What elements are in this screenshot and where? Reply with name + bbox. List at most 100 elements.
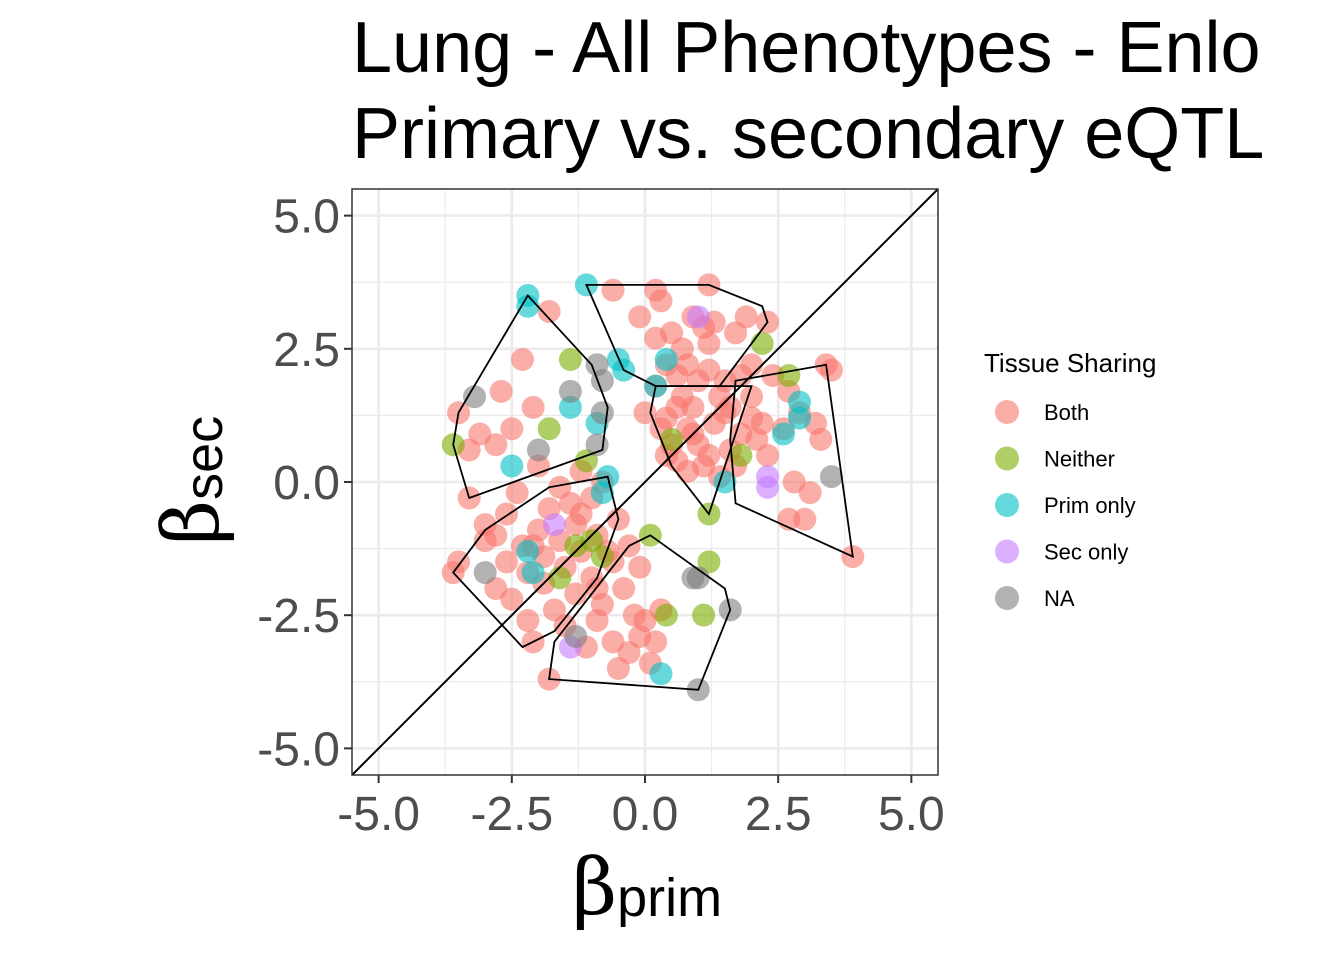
point-both xyxy=(473,529,497,553)
hull-polygon xyxy=(649,385,753,516)
legend-key-prim-only xyxy=(995,493,1019,517)
point-both xyxy=(692,454,716,478)
point-both xyxy=(697,331,721,355)
point-both xyxy=(633,609,657,633)
point-both xyxy=(809,427,833,451)
y-axis-title: βsec xyxy=(147,416,237,545)
point-prim-only xyxy=(516,294,540,318)
legend-label: NA xyxy=(1044,586,1075,611)
point-both xyxy=(644,630,668,654)
point-both xyxy=(564,582,588,606)
point-both xyxy=(537,300,561,324)
point-both xyxy=(484,433,508,457)
point-na xyxy=(463,385,487,409)
point-na xyxy=(558,379,582,403)
point-neither xyxy=(590,545,614,569)
point-both xyxy=(750,411,774,435)
point-both xyxy=(644,326,668,350)
point-both xyxy=(718,395,742,419)
point-both xyxy=(489,379,513,403)
point-na xyxy=(590,369,614,393)
point-both xyxy=(500,587,524,611)
point-neither xyxy=(729,443,753,467)
y-axis-subscript: sec xyxy=(174,416,234,500)
x-tick-label: 2.5 xyxy=(745,788,812,841)
y-axis-symbol: β xyxy=(147,500,237,545)
x-axis-title: βprim xyxy=(572,843,722,933)
x-tick-label: 0.0 xyxy=(612,788,679,841)
point-prim-only xyxy=(787,390,811,414)
point-both xyxy=(628,555,652,579)
point-sec-only xyxy=(756,475,780,499)
y-tick-label: 2.5 xyxy=(273,324,340,377)
legend-label: Prim only xyxy=(1044,493,1136,518)
point-neither xyxy=(692,603,716,627)
x-tick-label: -5.0 xyxy=(337,788,420,841)
point-na xyxy=(564,624,588,648)
point-na xyxy=(590,401,614,425)
x-tick-label: 5.0 xyxy=(878,788,945,841)
x-tick-label: -2.5 xyxy=(470,788,553,841)
point-both xyxy=(798,481,822,505)
point-prim-only xyxy=(649,662,673,686)
legend-label: Both xyxy=(1044,400,1089,425)
point-prim-only xyxy=(516,539,540,563)
point-neither xyxy=(558,347,582,371)
point-both xyxy=(649,289,673,313)
point-both xyxy=(612,577,636,601)
legend-key-neither xyxy=(995,446,1019,471)
chart-title-line-2: Primary vs. secondary eQTL xyxy=(352,94,1264,174)
point-both xyxy=(521,395,545,419)
legend-label: Sec only xyxy=(1044,540,1128,565)
point-both xyxy=(756,443,780,467)
point-prim-only xyxy=(787,406,811,430)
legend: Tissue Sharing Both Neither Prim only Sec o… xyxy=(984,348,1156,611)
point-neither xyxy=(777,363,801,387)
point-neither xyxy=(654,603,678,627)
point-prim-only xyxy=(590,481,614,505)
point-both xyxy=(665,395,689,419)
x-axis-subscript: prim xyxy=(617,868,722,928)
x-axis-ticks: -5.0 -2.5 0.0 2.5 5.0 xyxy=(337,775,945,841)
point-both xyxy=(761,363,785,387)
point-both xyxy=(500,417,524,441)
chart-title-line-1: Lung - All Phenotypes - Enlo xyxy=(352,8,1261,88)
point-prim-only xyxy=(500,454,524,478)
point-prim-only xyxy=(713,470,737,494)
point-prim-only xyxy=(654,347,678,371)
point-prim-only xyxy=(772,422,796,446)
point-na xyxy=(473,561,497,585)
point-prim-only xyxy=(521,561,545,585)
legend-key-both xyxy=(995,400,1019,424)
legend-title: Tissue Sharing xyxy=(984,348,1156,378)
point-both xyxy=(505,481,529,505)
point-both xyxy=(793,507,817,531)
x-axis-symbol: β xyxy=(572,843,617,933)
svg-text:βsec: βsec xyxy=(147,416,237,545)
point-neither xyxy=(750,331,774,355)
point-neither xyxy=(548,566,572,590)
point-both xyxy=(628,305,652,329)
point-both xyxy=(510,347,534,371)
point-both xyxy=(819,358,843,382)
point-both xyxy=(697,358,721,382)
diagonal-reference-line xyxy=(351,188,939,776)
point-both xyxy=(606,656,630,680)
hull-polygon xyxy=(452,294,609,500)
y-tick-label: 0.0 xyxy=(273,457,340,510)
point-sec-only xyxy=(542,513,566,537)
point-na xyxy=(526,438,550,462)
point-prim-only xyxy=(558,395,582,419)
hull-polygon xyxy=(729,363,854,559)
y-tick-label: -2.5 xyxy=(257,590,340,643)
point-neither xyxy=(564,534,588,558)
point-na xyxy=(819,465,843,489)
y-axis-ticks: -5.0 -2.5 0.0 2.5 5.0 xyxy=(257,191,352,776)
point-both xyxy=(585,609,609,633)
point-na xyxy=(686,566,710,590)
point-both xyxy=(681,395,705,419)
identity-line xyxy=(351,188,939,776)
point-sec-only xyxy=(686,305,710,329)
point-both xyxy=(494,550,518,574)
